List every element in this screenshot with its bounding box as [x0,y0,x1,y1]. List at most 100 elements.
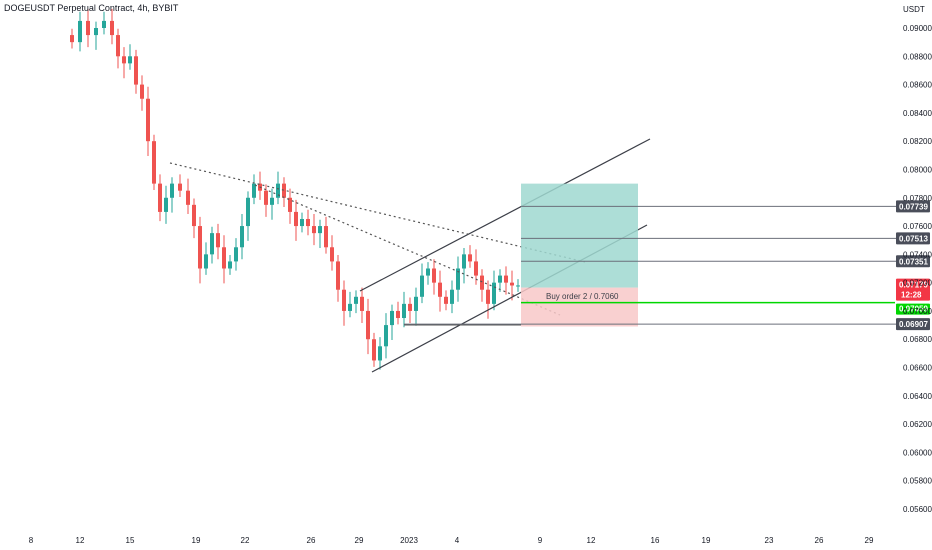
candle[interactable] [330,235,334,271]
candle[interactable] [122,47,126,79]
candle[interactable] [306,209,310,236]
candle[interactable] [432,259,436,295]
x-tick-label: 12 [587,536,596,545]
x-tick-label: 26 [815,536,824,545]
candle[interactable] [468,245,472,268]
trend-line-dotted-2[interactable] [254,184,561,316]
candle[interactable] [216,223,220,260]
svg-text:0.07351: 0.07351 [899,257,928,266]
candle[interactable] [246,191,250,241]
candle[interactable] [86,8,90,48]
candle[interactable] [192,198,196,239]
candle[interactable] [324,216,328,254]
candle[interactable] [102,11,106,35]
entry-price-label: 0.07059 [896,303,930,315]
candle[interactable] [348,291,352,318]
candle[interactable] [378,337,382,370]
x-tick-label: 23 [765,536,774,545]
candle[interactable] [498,269,502,292]
candle[interactable] [426,262,430,285]
x-tick-label: 4 [455,536,460,545]
candle[interactable] [510,270,514,301]
x-tick-label: 12 [76,536,85,545]
candle[interactable] [414,287,418,326]
candle[interactable] [492,270,496,311]
candle[interactable] [486,280,490,319]
candle[interactable] [516,279,520,292]
x-tick-label: 29 [355,536,364,545]
profit-zone [521,183,638,288]
long-position-tool[interactable]: Buy order 2 / 0.7060 [521,183,638,327]
candle[interactable] [318,219,322,248]
svg-text:0.07739: 0.07739 [899,202,928,211]
candle[interactable] [360,287,364,323]
trend-line-dotted-1[interactable] [169,162,586,263]
y-tick-label: 0.06000 [903,448,932,457]
candle[interactable] [402,291,406,328]
candle[interactable] [480,269,484,302]
candle[interactable] [228,255,232,275]
candle[interactable] [276,171,280,205]
candle[interactable] [252,174,256,205]
candle[interactable] [110,8,114,45]
candle[interactable] [300,212,304,233]
candle[interactable] [70,28,74,49]
candle[interactable] [134,49,138,94]
candle[interactable] [270,188,274,220]
candle[interactable] [372,332,376,367]
candle[interactable] [504,266,508,295]
candle[interactable] [158,174,162,222]
candle[interactable] [164,185,168,224]
candle[interactable] [354,290,358,314]
candle[interactable] [384,313,388,359]
candle[interactable] [444,290,448,311]
x-tick-label: 8 [29,536,34,545]
candle[interactable] [408,297,412,323]
candle[interactable] [438,270,442,312]
candle[interactable] [146,86,150,157]
candle[interactable] [152,134,156,190]
candle[interactable] [222,235,226,284]
channel-upper-line[interactable] [359,138,651,292]
svg-text:0.06907: 0.06907 [899,320,928,329]
currency-label: USDT [903,5,925,14]
candle[interactable] [312,214,316,246]
candle[interactable] [234,238,238,271]
candle[interactable] [178,174,182,198]
x-tick-label: 9 [538,536,543,545]
candle[interactable] [210,226,214,264]
candle[interactable] [294,199,298,241]
position-note: Buy order 2 / 0.7060 [546,292,619,301]
candle[interactable] [128,44,132,70]
price-level-label: 0.07513 [896,232,930,245]
candle[interactable] [336,255,340,302]
y-tick-label: 0.06800 [903,335,932,344]
candle[interactable] [390,304,394,340]
candle[interactable] [396,301,400,325]
candle[interactable] [240,214,244,260]
y-tick-label: 0.08800 [903,52,932,61]
candle[interactable] [186,178,190,215]
candle[interactable] [140,75,144,111]
candle[interactable] [366,298,370,355]
candle[interactable] [204,242,208,275]
candle[interactable] [462,247,466,284]
candle[interactable] [288,188,292,224]
candle[interactable] [78,11,82,52]
candle[interactable] [170,177,174,213]
candle[interactable] [282,177,286,207]
candle[interactable] [342,280,346,326]
candle[interactable] [258,171,262,200]
candle[interactable] [420,263,424,304]
y-tick-label: 0.07000 [903,307,932,316]
time-axis[interactable]: 8 12 15 19 22 26 29 2023 4 9 12 16 19 23 26 29 [29,536,874,545]
candle[interactable] [94,21,98,50]
x-tick-label: 16 [651,536,660,545]
x-tick-label: 15 [126,536,135,545]
candle[interactable] [116,28,120,69]
candle[interactable] [450,280,454,314]
candle[interactable] [456,256,460,302]
price-axis[interactable]: 0.09000 0.08800 0.08600 0.08400 0.08200 0.080… [903,24,932,514]
candle[interactable] [198,216,202,284]
